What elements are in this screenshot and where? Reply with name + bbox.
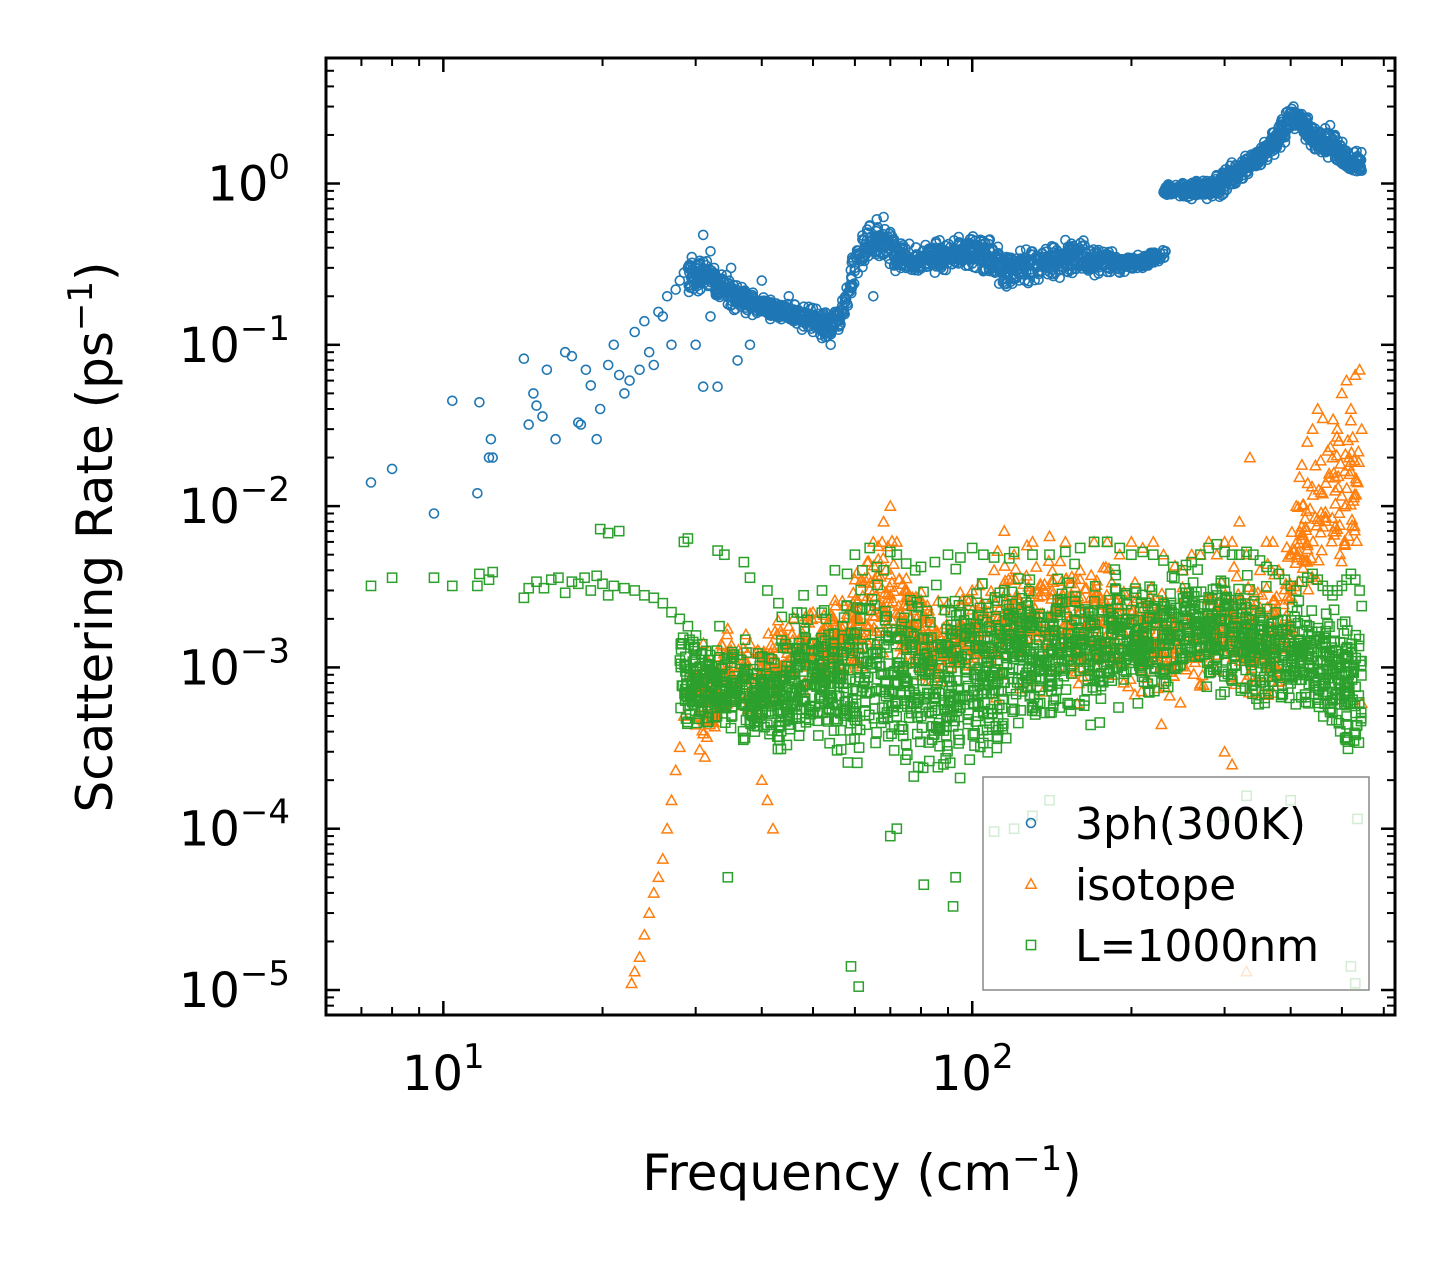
scattering-rate-chart: 10110210010−110−210−310−410−5 3ph(300K)i… (0, 0, 1455, 1265)
chart-figure: 10110210010−110−210−310−410−5 3ph(300K)i… (0, 0, 1455, 1265)
